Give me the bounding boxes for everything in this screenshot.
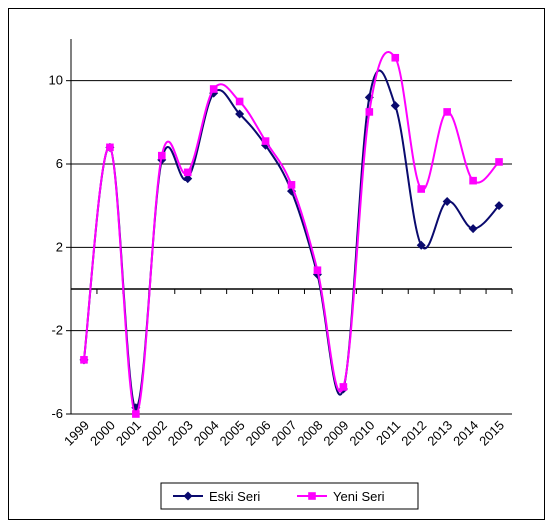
data-point <box>261 137 270 145</box>
y-tick-label: 10 <box>49 73 63 88</box>
x-tick-label: 2009 <box>320 418 351 449</box>
x-tick-label: 2000 <box>87 418 118 449</box>
data-point <box>443 108 451 116</box>
legend: Eski Seri Yeni Seri <box>160 482 419 510</box>
x-tick-label: 2015 <box>476 418 507 449</box>
y-tick-label: -2 <box>51 323 63 338</box>
data-point <box>287 181 296 189</box>
data-point <box>495 158 503 166</box>
data-point <box>365 108 374 116</box>
x-tick-label: 2005 <box>217 418 248 449</box>
x-tick-label: 2004 <box>191 418 222 449</box>
data-point <box>157 151 166 160</box>
series-yeni-seri <box>80 51 503 418</box>
y-tick-label: 2 <box>56 239 63 254</box>
data-point <box>106 143 114 152</box>
series-line <box>82 51 500 416</box>
x-tick-label: 1999 <box>61 418 92 449</box>
legend-swatch-marker <box>308 492 316 500</box>
x-tick-label: 2003 <box>165 418 196 449</box>
x-tick-label: 2001 <box>113 418 144 449</box>
x-tick-label: 2008 <box>295 418 326 449</box>
x-tick-label: 2014 <box>450 418 481 449</box>
legend-swatch-marker <box>183 491 193 501</box>
data-point <box>209 85 218 93</box>
x-tick-label: 2013 <box>424 418 455 449</box>
data-point <box>183 168 192 177</box>
y-tick-label: -6 <box>51 406 63 421</box>
y-tick-labels: -6 -2 2 6 10 <box>49 73 63 421</box>
data-point <box>442 197 452 206</box>
data-point <box>132 410 140 418</box>
x-tick-label: 2007 <box>269 418 300 449</box>
data-point <box>468 224 478 234</box>
series-eski-seri <box>79 69 504 413</box>
data-point <box>80 356 88 364</box>
data-point <box>339 383 348 391</box>
series-lines <box>79 51 504 418</box>
data-point <box>390 101 400 111</box>
data-point <box>313 266 322 275</box>
data-point <box>235 109 245 119</box>
gridlines <box>71 80 512 415</box>
chart-frame: -6 -2 2 6 10 1999 2000 2001 2002 2003 2004 2005 200… <box>8 8 545 520</box>
x-tick-label: 2006 <box>243 418 274 449</box>
x-tick-label: 2002 <box>139 418 170 449</box>
data-point <box>417 185 426 193</box>
x-tick-label: 2011 <box>373 418 403 448</box>
x-tick-label: 2010 <box>346 418 377 449</box>
axes <box>66 39 513 415</box>
data-point <box>416 240 426 250</box>
data-point <box>469 176 477 185</box>
data-point <box>235 97 244 106</box>
data-point <box>494 201 504 211</box>
data-point <box>183 174 193 184</box>
legend-box <box>160 482 419 510</box>
legend-label: Eski Seri <box>209 489 260 504</box>
legend-label: Yeni Seri <box>333 489 385 504</box>
data-point <box>391 53 400 62</box>
x-tick-labels: 1999200020012002200320042005200620072008… <box>61 418 507 449</box>
x-tick-label: 2012 <box>398 418 429 449</box>
y-tick-label: 6 <box>56 156 63 171</box>
series-line <box>82 69 500 409</box>
